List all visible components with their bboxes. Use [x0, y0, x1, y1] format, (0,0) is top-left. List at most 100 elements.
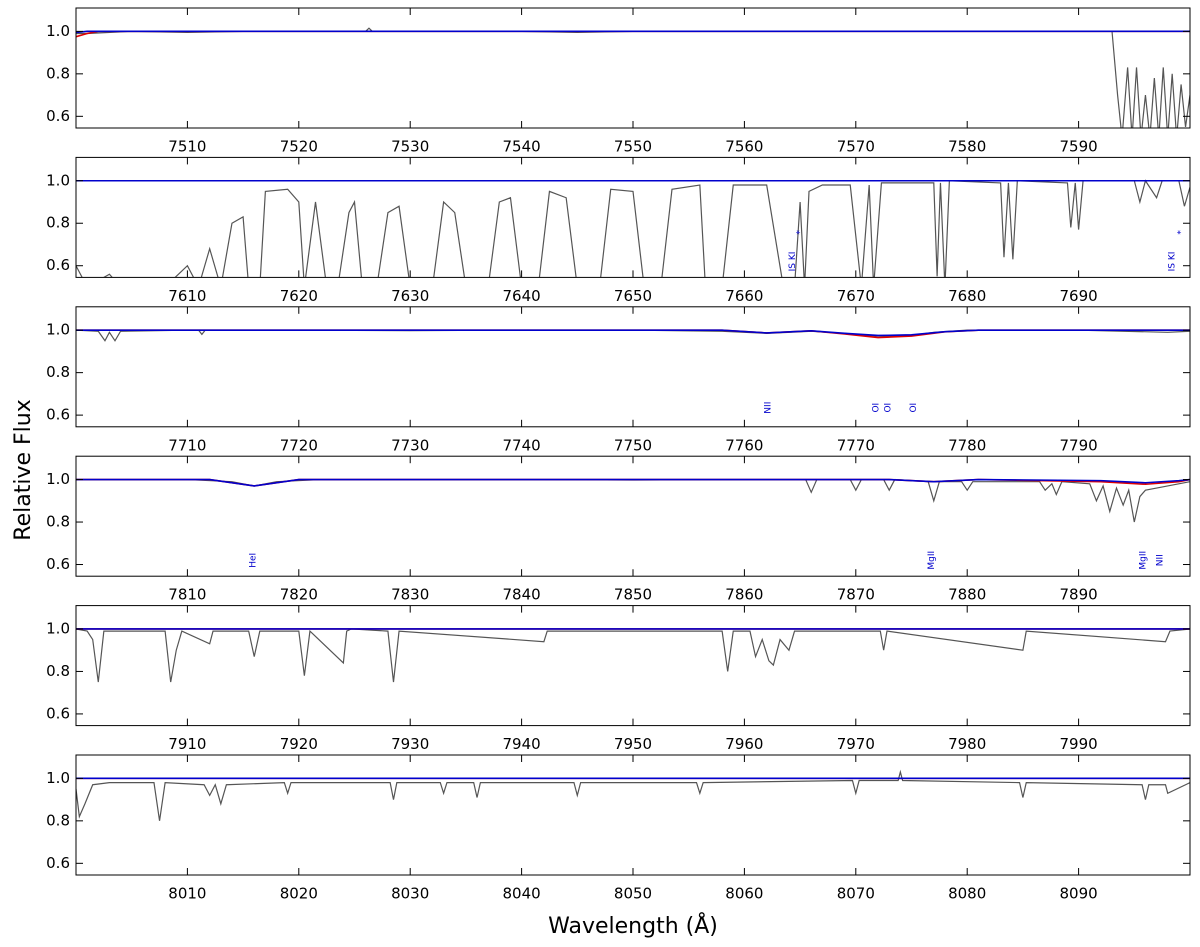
plot-area [76, 478, 1190, 523]
spectrum-line [76, 478, 1190, 523]
x-tick-label: 7850 [614, 586, 652, 604]
x-tick-label: 7550 [614, 138, 652, 156]
y-tick-label: 0.8 [46, 363, 70, 381]
spectrum-line [76, 329, 1190, 337]
line-annotation: IS KI [1168, 252, 1178, 272]
spectrum-line [76, 179, 1190, 278]
y-tick-label: 0.6 [46, 107, 70, 125]
x-tick-label: 7640 [503, 287, 541, 305]
x-tick-label: 7770 [837, 436, 875, 454]
x-tick-label: 7690 [1060, 287, 1098, 305]
spectrum-line [76, 478, 1190, 487]
y-tick-label: 0.6 [46, 555, 70, 573]
plot-area [76, 329, 1190, 342]
y-tick-label: 0.8 [46, 811, 70, 829]
y-tick-label: 0.8 [46, 662, 70, 680]
spectrum-line [76, 30, 1190, 34]
x-tick-label: 7940 [503, 735, 541, 753]
x-tick-label: 7540 [503, 138, 541, 156]
panel: 0.6 0.8 1.0 8010 8020 8030 8040 8050 8060 8070 808… [46, 754, 1191, 903]
x-tick-label: 8070 [837, 885, 875, 903]
x-tick-label: 7920 [280, 735, 318, 753]
line-annotation: * [1177, 230, 1187, 235]
x-tick-label: 8010 [168, 885, 206, 903]
x-tick-label: 7660 [725, 287, 763, 305]
panel: 0.6 0.8 1.0 7810 7820 7830 7840 7850 7860 7870 788… [46, 455, 1191, 604]
x-tick-label: 8080 [948, 885, 986, 903]
y-tick-label: 1.0 [46, 619, 70, 637]
x-tick-label: 7910 [168, 735, 206, 753]
x-tick-label: 7680 [948, 287, 986, 305]
y-tick-label: 1.0 [46, 171, 70, 189]
panel: 0.6 0.8 1.0 7610 7620 7630 7640 7650 7660 7670 768… [46, 156, 1191, 305]
x-tick-label: 7610 [168, 287, 206, 305]
y-tick-label: 1.0 [46, 470, 70, 488]
line-annotation: MgII [927, 551, 937, 570]
line-annotation: MgII [1139, 551, 1149, 570]
line-annotation: OI [884, 403, 894, 413]
y-tick-label: 0.6 [46, 256, 70, 274]
x-tick-label: 7820 [280, 586, 318, 604]
x-tick-label: 7830 [391, 586, 429, 604]
line-annotation: NII [1155, 554, 1165, 566]
plot-area [76, 628, 1190, 683]
x-tick-label: 7590 [1060, 138, 1098, 156]
x-tick-label: 7970 [837, 735, 875, 753]
y-tick-label: 0.6 [46, 406, 70, 424]
y-tick-label: 0.8 [46, 64, 70, 82]
x-tick-label: 7750 [614, 436, 652, 454]
axes-frame [75, 455, 1191, 577]
line-annotation: OI [909, 403, 919, 413]
x-tick-label: 7530 [391, 138, 429, 156]
line-annotation: * [796, 230, 806, 235]
x-tick-label: 7730 [391, 436, 429, 454]
x-tick-label: 7710 [168, 436, 206, 454]
panel: 0.6 0.8 1.0 7910 7920 7930 7940 7950 7960 7970 798… [46, 605, 1191, 753]
y-tick-label: 1.0 [46, 321, 70, 339]
x-tick-label: 7840 [503, 586, 541, 604]
spectrum-line [76, 329, 1190, 339]
y-tick-label: 0.8 [46, 513, 70, 531]
x-tick-label: 7950 [614, 735, 652, 753]
x-tick-label: 8060 [725, 885, 763, 903]
y-tick-label: 1.0 [46, 769, 70, 787]
x-tick-label: 7570 [837, 138, 875, 156]
x-tick-label: 8030 [391, 885, 429, 903]
line-annotation: OI [871, 403, 881, 413]
y-tick-label: 0.8 [46, 214, 70, 232]
x-tick-label: 7990 [1060, 735, 1098, 753]
y-tick-label: 0.6 [46, 704, 70, 722]
line-annotation: IS KI [788, 252, 798, 272]
x-tick-label: 7620 [280, 287, 318, 305]
y-tick-label: 0.6 [46, 854, 70, 872]
x-tick-label: 7720 [280, 436, 318, 454]
x-tick-label: 7760 [725, 436, 763, 454]
x-tick-label: 7890 [1060, 586, 1098, 604]
y-axis-label: Relative Flux [11, 399, 36, 540]
panel: 0.6 0.8 1.0 7510 7520 7530 7540 7550 7560 7570 758… [46, 7, 1191, 156]
x-tick-label: 7580 [948, 138, 986, 156]
x-tick-label: 7780 [948, 436, 986, 454]
x-tick-label: 8090 [1060, 885, 1098, 903]
line-annotation: NII [763, 402, 773, 414]
x-tick-label: 7880 [948, 586, 986, 604]
x-tick-label: 7630 [391, 287, 429, 305]
x-tick-label: 8040 [503, 885, 541, 903]
spectrum-line [76, 769, 1190, 821]
spectrum-line [76, 329, 1190, 342]
x-tick-label: 7960 [725, 735, 763, 753]
x-tick-label: 7740 [503, 436, 541, 454]
plot-area [76, 769, 1190, 821]
x-tick-label: 8020 [280, 885, 318, 903]
x-tick-label: 8050 [614, 885, 652, 903]
x-tick-label: 7930 [391, 735, 429, 753]
x-tick-label: 7790 [1060, 436, 1098, 454]
plot-area [76, 179, 1190, 278]
x-tick-label: 7980 [948, 735, 986, 753]
line-annotation: HeI [249, 553, 259, 568]
plot-area [76, 27, 1190, 128]
x-tick-label: 7650 [614, 287, 652, 305]
axes-frame [75, 306, 1191, 428]
axes-frame [75, 754, 1191, 876]
